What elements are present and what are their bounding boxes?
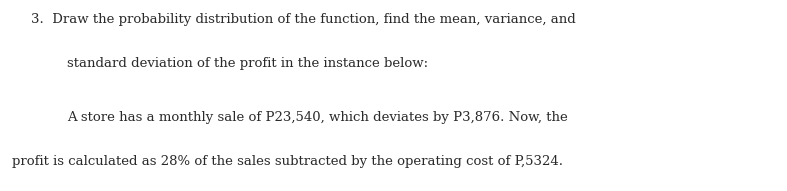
Text: profit is calculated as 28% of the sales subtracted by the operating cost of P,5: profit is calculated as 28% of the sales…: [12, 155, 563, 168]
Text: standard deviation of the profit in the instance below:: standard deviation of the profit in the …: [67, 57, 428, 70]
Text: 3.  Draw the probability distribution of the function, find the mean, variance, : 3. Draw the probability distribution of …: [31, 13, 576, 26]
Text: A store has a monthly sale of P23,540, which deviates by P3,876. Now, the: A store has a monthly sale of P23,540, w…: [67, 111, 567, 124]
